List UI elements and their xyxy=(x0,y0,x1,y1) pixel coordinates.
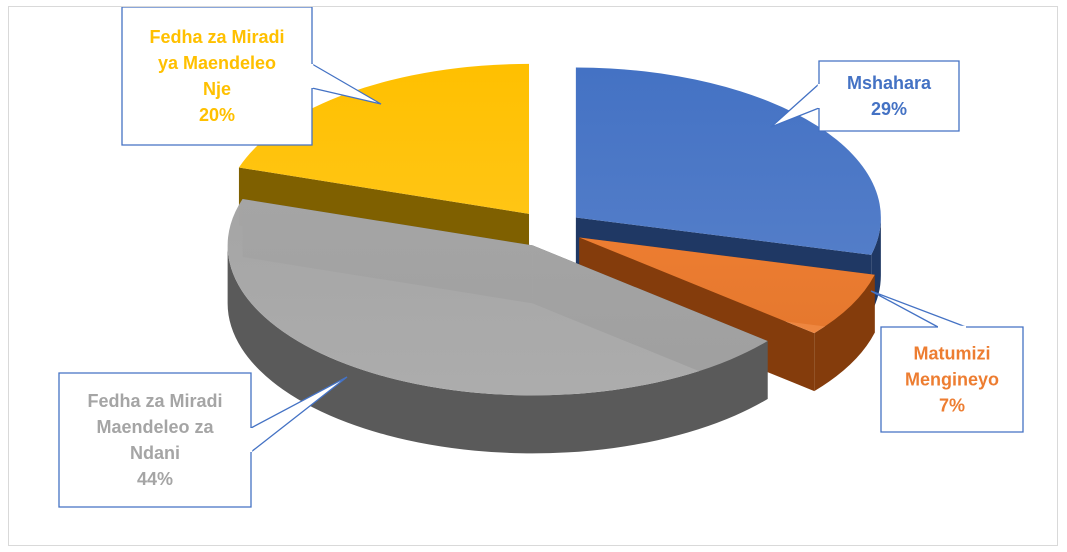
pie-slice-top xyxy=(227,199,768,396)
slice-name-label: ya Maendeleo xyxy=(158,53,276,73)
callout-pointer xyxy=(870,290,967,328)
data-label-callout: Fedha za Miradi ya Maendeleo Nje 20% xyxy=(121,7,382,146)
slice-percent-label: 7% xyxy=(939,396,965,416)
callout-pointer xyxy=(311,63,382,105)
slice-name-label: Ndani xyxy=(130,443,180,463)
pie-slice-edge xyxy=(227,245,768,454)
slice-name-label: Matumizi xyxy=(913,344,990,364)
pie-slice-edge xyxy=(814,274,875,392)
slice-percent-label: 29% xyxy=(871,99,907,119)
pie-slice-top xyxy=(579,237,875,334)
data-label-callout: Mshahara 29% xyxy=(770,60,960,132)
callout-box xyxy=(818,60,960,132)
callout-box xyxy=(880,326,1024,433)
pie-slice xyxy=(227,199,768,454)
data-label-callout: Matumizi Mengineyo 7% xyxy=(870,290,1024,433)
callout-box xyxy=(58,372,252,508)
slice-name-label: Mshahara xyxy=(847,73,932,93)
slice-percent-label: 44% xyxy=(137,469,173,489)
slice-name-label: Maendeleo za xyxy=(96,417,214,437)
slice-name-label: Nje xyxy=(203,79,231,99)
callout-pointer xyxy=(250,376,348,453)
pie-chart: Mshahara 29% Matumizi Mengineyo 7% Fedha za M… xyxy=(58,7,1024,508)
slice-name-label: Fedha za Miradi xyxy=(87,391,222,411)
slice-name-label: Mengineyo xyxy=(905,370,999,390)
data-label-callout: Fedha za Miradi Maendeleo za Ndani 44% xyxy=(58,372,348,508)
chart-area: Mshahara 29% Matumizi Mengineyo 7% Fedha za M… xyxy=(8,6,1058,546)
slice-percent-label: 20% xyxy=(199,105,235,125)
pie-slice-top xyxy=(575,67,881,255)
pie-slice-top xyxy=(238,63,530,214)
callout-pointer xyxy=(770,83,820,128)
callout-box xyxy=(121,7,313,146)
slice-name-label: Fedha za Miradi xyxy=(149,27,284,47)
